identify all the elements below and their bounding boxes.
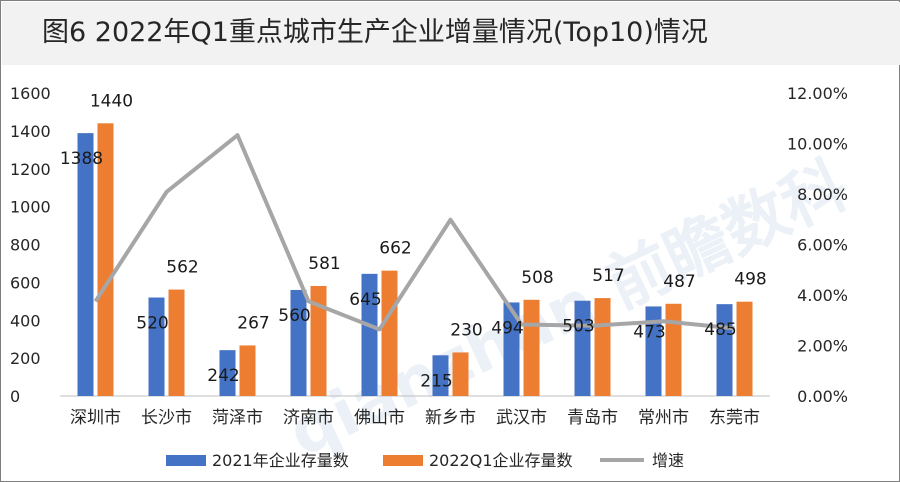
data-label-2021: 1388 <box>60 149 103 169</box>
x-category-label: 济南市 <box>283 408 334 428</box>
y-right-tick-label: 2.00% <box>797 337 848 356</box>
data-label-2022q1: 508 <box>521 268 553 288</box>
y-right-tick-label: 8.00% <box>797 185 848 204</box>
x-category-label: 武汉市 <box>496 408 547 428</box>
data-label-2021: 503 <box>562 317 594 337</box>
x-category-label: 深圳市 <box>70 408 121 428</box>
data-label-2021: 242 <box>207 366 239 386</box>
bar-2022q1 <box>452 352 469 396</box>
y-left-tick-label: 800 <box>10 236 41 255</box>
y-right-tick-label: 10.00% <box>787 135 848 154</box>
bar-2021 <box>503 302 520 396</box>
legend-2022q1-label: 2022Q1企业存量数 <box>429 451 573 470</box>
data-label-2021: 473 <box>633 322 665 342</box>
data-label-2022q1: 267 <box>237 313 269 333</box>
y-left-tick-label: 600 <box>10 273 41 292</box>
y-left-tick-label: 1200 <box>10 160 51 179</box>
data-label-2021: 485 <box>704 320 736 340</box>
data-label-2022q1: 517 <box>592 266 624 286</box>
data-label-2021: 645 <box>349 290 381 310</box>
title-bar: 图6 2022年Q1重点城市生产企业增量情况(Top10)情况 <box>2 2 900 65</box>
legend-2022q1-swatch <box>383 455 423 466</box>
y-left-tick-label: 1600 <box>10 84 51 103</box>
y-right-tick-label: 0.00% <box>797 387 848 406</box>
growth-line <box>93 133 735 332</box>
y-left-tick-label: 200 <box>10 349 41 368</box>
data-label-2022q1: 498 <box>734 270 766 290</box>
bar-2022q1 <box>594 298 611 396</box>
x-category-label: 新乡市 <box>425 408 476 428</box>
data-label-2022q1: 487 <box>663 272 695 292</box>
data-label-2021: 494 <box>491 318 523 338</box>
bar-2022q1 <box>97 123 114 397</box>
y-right-tick-label: 6.00% <box>797 236 848 255</box>
data-label-2022q1: 562 <box>166 258 198 278</box>
bar-2022q1 <box>523 299 540 396</box>
bar-2021 <box>290 289 307 396</box>
bar-2021 <box>361 273 378 396</box>
y-left-tick-label: 400 <box>10 311 41 330</box>
data-label-2022q1: 1440 <box>90 91 133 111</box>
bar-2021 <box>432 355 449 396</box>
bar-2022q1 <box>736 301 753 396</box>
bar-2021 <box>219 350 236 396</box>
x-category-label: 青岛市 <box>567 408 618 428</box>
chart-title: 图6 2022年Q1重点城市生产企业增量情况(Top10)情况 <box>42 17 708 48</box>
bar-2021 <box>77 133 94 396</box>
bar-2021 <box>716 304 733 396</box>
bar-2022q1 <box>239 345 256 396</box>
legend-2021-label: 2021年企业存量数 <box>212 451 349 470</box>
y-left-tick-label: 1000 <box>10 198 51 217</box>
legend-growth-label: 增速 <box>652 451 684 470</box>
y-left-tick-label: 1400 <box>10 122 51 141</box>
data-label-2022q1: 581 <box>308 254 340 274</box>
bar-2022q1 <box>381 270 398 396</box>
data-label-2022q1: 230 <box>450 320 482 340</box>
x-category-label: 东莞市 <box>709 408 760 428</box>
x-category-label: 佛山市 <box>354 408 405 428</box>
y-left-tick-label: 0 <box>10 387 20 406</box>
data-label-2021: 215 <box>420 371 452 391</box>
data-label-2021: 520 <box>136 314 168 334</box>
y-right-tick-label: 12.00% <box>787 84 848 103</box>
x-category-label: 菏泽市 <box>212 408 263 428</box>
data-label-2022q1: 662 <box>379 239 411 259</box>
bar-2021 <box>148 297 165 396</box>
bar-2021 <box>574 300 591 396</box>
x-category-label: 常州市 <box>638 408 689 428</box>
x-category-label: 长沙市 <box>141 408 192 428</box>
bar-2022q1 <box>168 289 185 396</box>
bar-2022q1 <box>665 303 682 396</box>
bar-2021 <box>645 306 662 396</box>
y-right-tick-label: 4.00% <box>797 286 848 305</box>
data-label-2021: 560 <box>278 306 310 326</box>
bar-2022q1 <box>310 285 327 396</box>
legend-2021-swatch <box>166 455 206 466</box>
